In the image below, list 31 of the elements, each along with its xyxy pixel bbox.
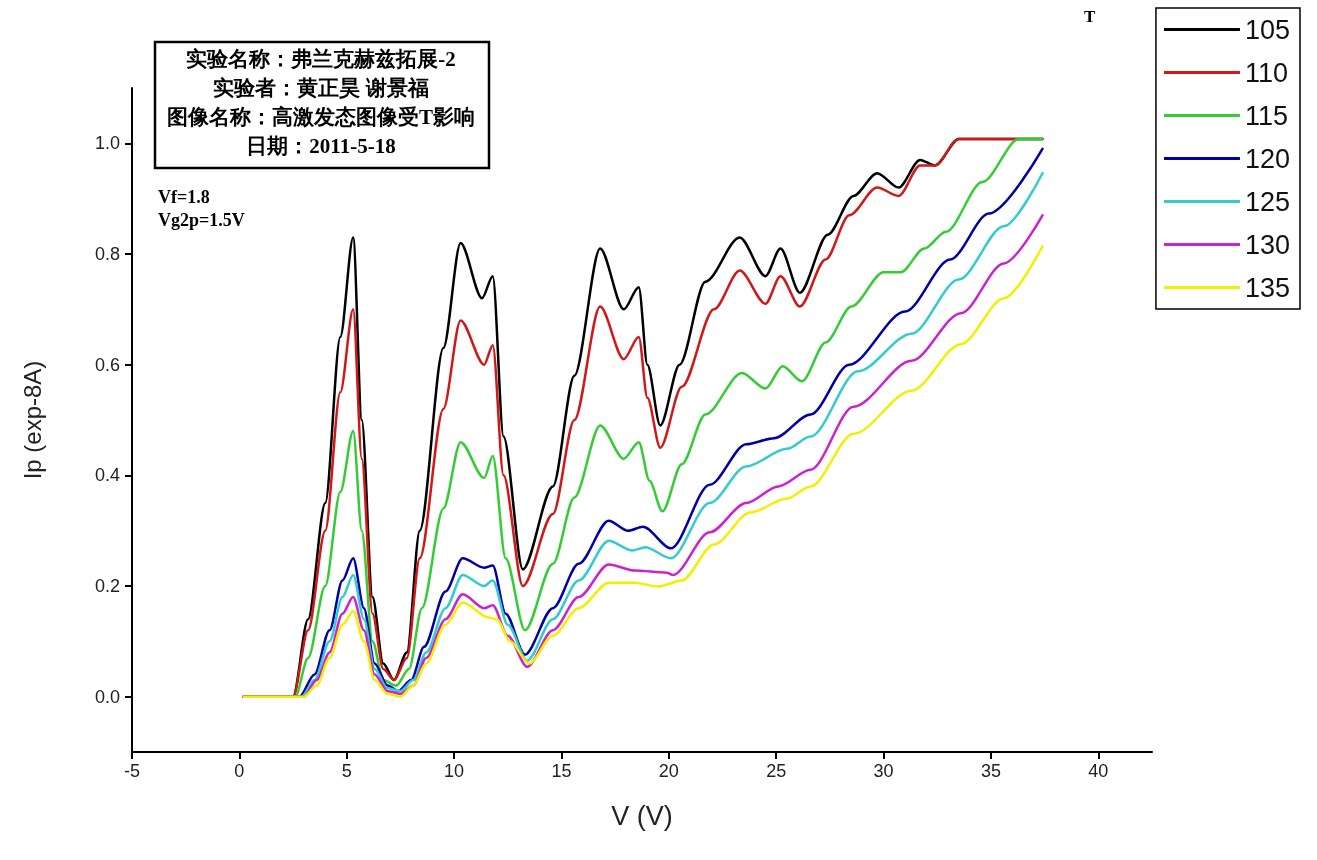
y-tick-label: 0.4 (94, 465, 120, 486)
y-axis-title: Ip (exp-8A) (18, 360, 46, 480)
legend-label: 135 (1244, 272, 1291, 303)
x-tick-label: 20 (658, 761, 679, 781)
x-tick-label: 30 (873, 761, 894, 781)
y-tick-label: 1.0 (94, 133, 120, 154)
y-tick-label: 0.0 (94, 686, 120, 707)
x-tick-label: 0 (234, 761, 245, 781)
legend-label: 115 (1244, 100, 1288, 131)
legend-label: 110 (1244, 57, 1288, 88)
text: 实验名称：弗兰克赫兹拓展-2 (186, 46, 456, 71)
annotation: Vf=1.8 Vg2p=1.5V (158, 186, 245, 230)
legend-label: 125 (1244, 186, 1291, 217)
y-tick-label: 0.6 (94, 354, 120, 375)
legend-label: 130 (1244, 229, 1291, 260)
annotation: 实验者：黄正昊 谢景福 (213, 75, 429, 100)
x-tick-label: 40 (1088, 761, 1109, 781)
x-tick-label: -5 (123, 761, 141, 781)
annotation: 图像名称：高激发态图像受T影响 (166, 104, 476, 129)
x-tick-label: 35 (980, 761, 1001, 781)
x-tick-label: 15 (551, 761, 572, 781)
y-tick-label: 0.8 (94, 244, 120, 264)
x-tick-label: 25 (766, 761, 787, 781)
x-tick-label: 10 (444, 761, 465, 781)
x-tick-label: 5 (341, 761, 352, 781)
x-axis-title: V (V) (611, 800, 673, 831)
annotation: 日期：2011-5-18 (246, 133, 396, 158)
legend-title: T (1084, 7, 1096, 26)
legend-label: 105 (1244, 14, 1291, 45)
legend-label: 120 (1244, 143, 1291, 174)
y-tick-label: 0.2 (94, 576, 120, 596)
